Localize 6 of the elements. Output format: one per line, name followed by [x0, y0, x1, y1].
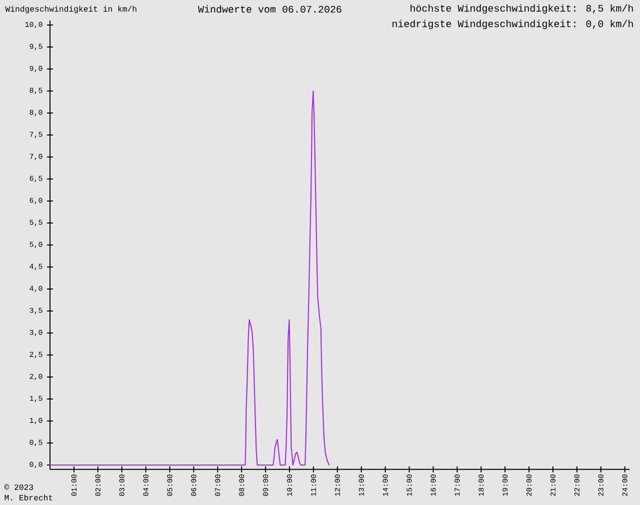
chart-title: Windwerte vom 06.07.2026	[198, 5, 342, 13]
text: © 2023	[4, 484, 34, 490]
text: höchste Windgeschwindigkeit: 8,5 km/h	[410, 4, 633, 14]
y-axis-title: Windgeschwindigkeit in km/h	[5, 6, 136, 14]
text: M. Ebrecht	[4, 494, 52, 500]
annotation: niedrigste Windgeschwindigkeit: 0,0 km/h	[392, 20, 633, 30]
